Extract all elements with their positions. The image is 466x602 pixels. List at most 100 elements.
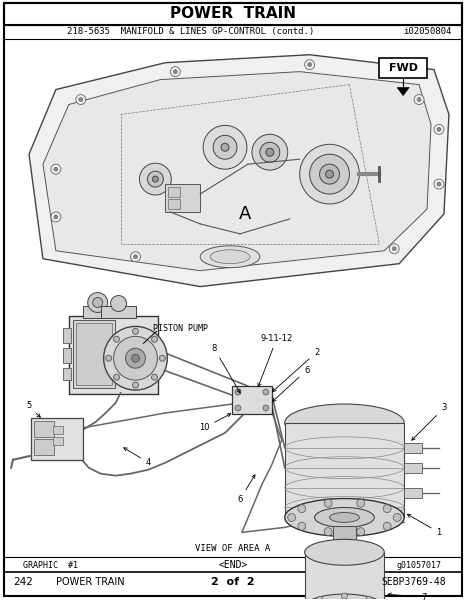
Bar — [379, 58, 427, 78]
Text: 2  of  2: 2 of 2 — [211, 577, 255, 587]
Text: g01057017: g01057017 — [397, 560, 442, 569]
Text: FWD: FWD — [389, 63, 418, 73]
Bar — [34, 439, 54, 455]
Text: 7: 7 — [0, 601, 1, 602]
Circle shape — [131, 354, 139, 362]
Circle shape — [54, 167, 58, 171]
Circle shape — [133, 255, 137, 259]
Circle shape — [173, 70, 177, 73]
Bar — [73, 320, 115, 388]
Circle shape — [132, 328, 138, 334]
Circle shape — [114, 337, 158, 380]
Circle shape — [159, 355, 165, 361]
Circle shape — [326, 170, 334, 178]
Bar — [305, 552, 384, 602]
Circle shape — [103, 326, 167, 390]
Bar — [31, 418, 83, 460]
Circle shape — [221, 143, 229, 151]
Text: <END>: <END> — [218, 560, 248, 570]
Circle shape — [383, 504, 391, 513]
Bar — [53, 437, 63, 445]
Text: VIEW OF AREA A: VIEW OF AREA A — [195, 544, 271, 553]
Text: 9-11-12: 9-11-12 — [258, 334, 293, 386]
Circle shape — [88, 293, 108, 312]
Circle shape — [309, 154, 350, 194]
Bar — [404, 443, 422, 453]
Circle shape — [170, 67, 180, 76]
Circle shape — [260, 142, 280, 162]
Ellipse shape — [285, 498, 404, 536]
Polygon shape — [43, 72, 431, 271]
Circle shape — [147, 171, 164, 187]
Circle shape — [51, 212, 61, 222]
Circle shape — [320, 164, 339, 184]
Circle shape — [357, 499, 365, 507]
Text: 4: 4 — [124, 448, 151, 467]
Circle shape — [342, 593, 348, 599]
Circle shape — [437, 128, 441, 131]
Text: SEBP3769-48: SEBP3769-48 — [382, 577, 446, 587]
Circle shape — [252, 134, 288, 170]
Circle shape — [389, 244, 399, 254]
Circle shape — [393, 514, 401, 521]
Ellipse shape — [200, 246, 260, 268]
Circle shape — [151, 337, 158, 342]
Circle shape — [324, 499, 332, 507]
Text: 6: 6 — [273, 365, 309, 402]
Circle shape — [308, 63, 312, 67]
Ellipse shape — [285, 404, 404, 442]
Text: 6: 6 — [237, 475, 255, 504]
Bar — [76, 323, 111, 385]
Text: PISTON PUMP: PISTON PUMP — [153, 324, 208, 333]
Bar — [63, 349, 71, 363]
Bar — [53, 426, 63, 434]
Circle shape — [298, 523, 306, 530]
Circle shape — [324, 528, 332, 536]
Ellipse shape — [305, 594, 384, 602]
Ellipse shape — [333, 552, 356, 560]
Bar — [285, 423, 404, 518]
Bar — [404, 463, 422, 473]
Circle shape — [298, 504, 306, 513]
Circle shape — [51, 164, 61, 174]
Circle shape — [110, 296, 127, 311]
Text: POWER  TRAIN: POWER TRAIN — [170, 7, 296, 22]
Bar — [168, 199, 180, 209]
Circle shape — [417, 98, 421, 102]
Circle shape — [414, 95, 424, 105]
Circle shape — [213, 135, 237, 159]
Text: 242: 242 — [13, 577, 33, 587]
Circle shape — [288, 514, 296, 521]
Circle shape — [132, 382, 138, 388]
Circle shape — [79, 98, 83, 102]
Text: i02050804: i02050804 — [403, 27, 451, 36]
Circle shape — [203, 125, 247, 169]
Ellipse shape — [329, 512, 359, 523]
Circle shape — [151, 374, 158, 380]
Text: 1: 1 — [407, 514, 442, 537]
Circle shape — [114, 374, 119, 380]
Circle shape — [383, 523, 391, 530]
Bar — [83, 306, 113, 318]
Bar — [34, 421, 54, 437]
Circle shape — [152, 176, 158, 182]
Text: A: A — [239, 205, 251, 223]
Bar — [63, 328, 71, 343]
Bar — [168, 187, 180, 197]
Circle shape — [54, 215, 58, 219]
Bar — [63, 368, 71, 380]
Text: 5: 5 — [27, 402, 41, 417]
Ellipse shape — [315, 507, 374, 527]
Circle shape — [317, 596, 323, 602]
Bar — [165, 184, 200, 212]
Polygon shape — [397, 87, 409, 96]
Ellipse shape — [305, 539, 384, 565]
Text: 10: 10 — [199, 414, 231, 432]
Circle shape — [93, 297, 103, 308]
Circle shape — [106, 355, 111, 361]
Circle shape — [139, 163, 171, 195]
Bar — [4, 3, 462, 25]
Circle shape — [437, 182, 441, 186]
Circle shape — [235, 389, 241, 395]
Text: 7: 7 — [388, 592, 427, 601]
